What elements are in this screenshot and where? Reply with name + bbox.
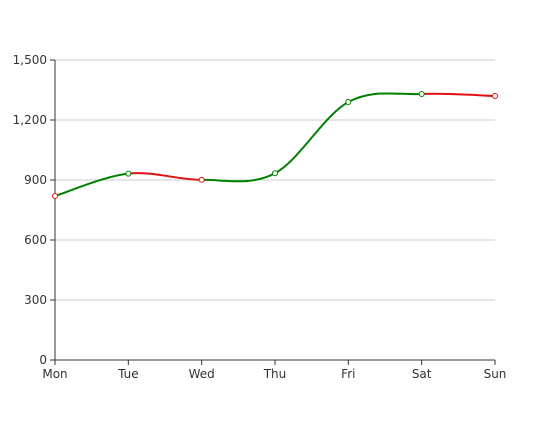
x-tick-label: Thu — [263, 367, 287, 381]
line-segment-increase — [274, 101, 349, 175]
y-tick-label: 1,200 — [13, 113, 47, 127]
line-segment-increase — [347, 92, 422, 103]
axes: 0 300 600 900 1,200 1,500 Mon Tue Wed Thu Fri Sat Su… — [13, 53, 507, 381]
line-segment-increase — [54, 172, 129, 197]
line-segment-decrease — [128, 172, 202, 181]
y-tick-label: 300 — [24, 293, 47, 307]
x-tick-label: Wed — [189, 367, 215, 381]
x-tick-label: Mon — [42, 367, 67, 381]
gridlines — [55, 59, 495, 301]
y-tick-label: 1,500 — [13, 53, 47, 67]
y-tick-label: 900 — [24, 173, 47, 187]
line-segment-increase — [201, 172, 276, 183]
series-line — [54, 92, 496, 197]
y-tick-label: 600 — [24, 233, 47, 247]
data-point[interactable] — [492, 93, 498, 99]
data-point[interactable] — [198, 176, 205, 183]
x-tick-label: Tue — [117, 367, 139, 381]
data-point[interactable] — [345, 99, 352, 105]
data-point[interactable] — [125, 170, 132, 177]
line-segment-decrease — [421, 92, 496, 97]
data-point[interactable] — [418, 91, 425, 97]
data-point[interactable] — [272, 170, 278, 177]
data-point[interactable] — [52, 193, 58, 199]
y-tick-label: 0 — [39, 353, 47, 367]
x-tick-label: Sat — [412, 367, 432, 381]
x-tick-label: Sun — [484, 367, 507, 381]
x-tick-label: Fri — [341, 367, 355, 381]
data-points — [52, 91, 498, 199]
